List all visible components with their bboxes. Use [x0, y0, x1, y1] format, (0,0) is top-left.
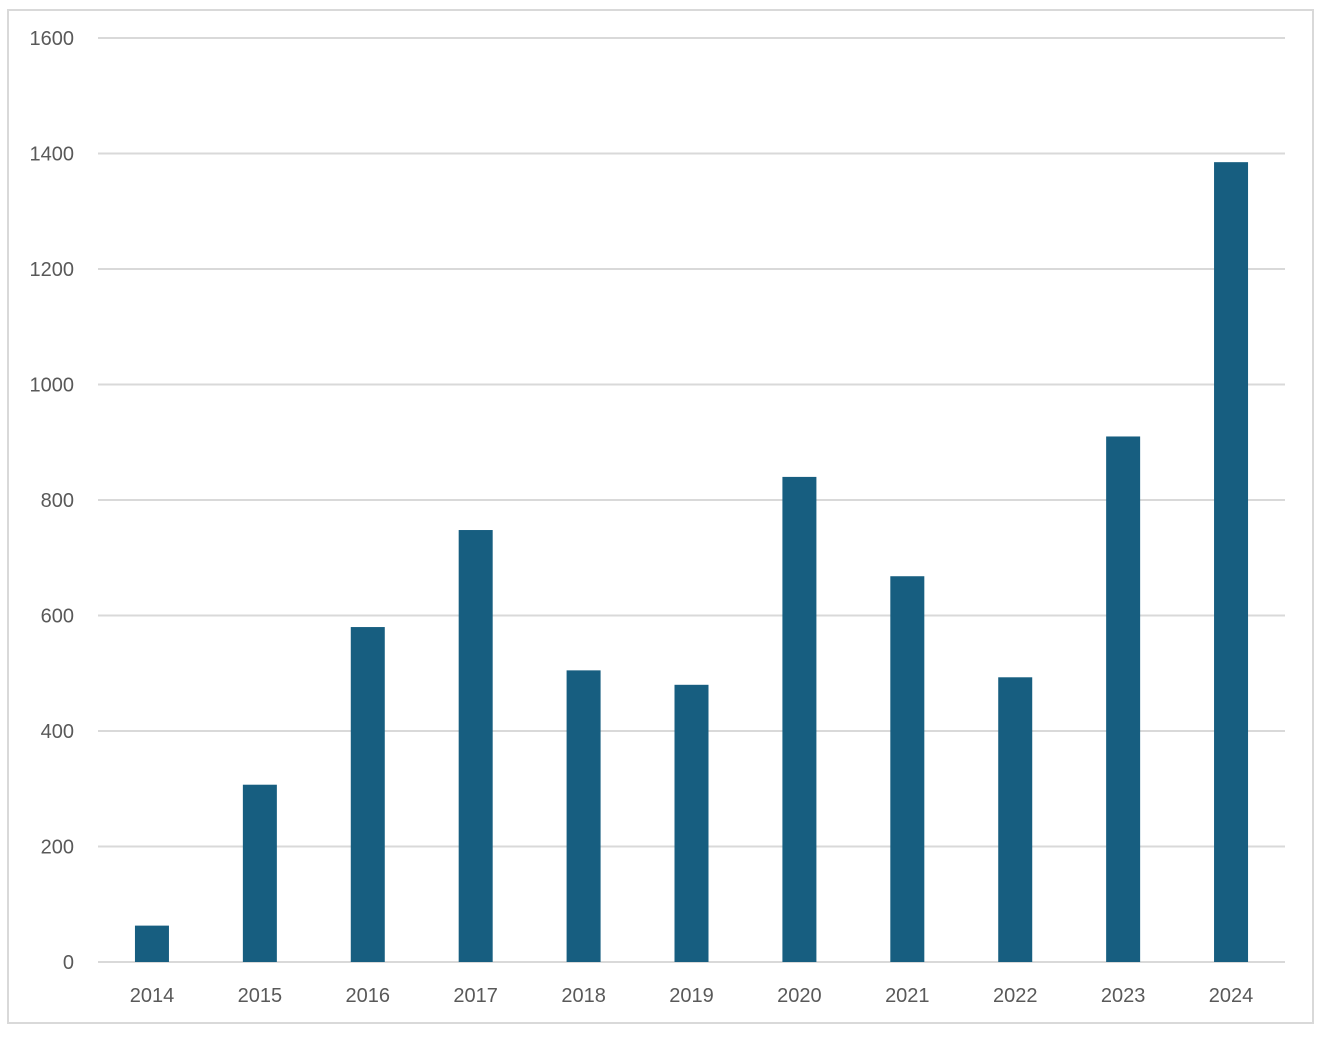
bar-2014 [134, 925, 169, 962]
x-axis-tick-labels: 2014 2015 2016 2017 2018 2019 2020 2021 2022 2023… [130, 985, 1254, 1007]
chart-frame [7, 9, 1314, 1024]
x-tick-label: 2017 [453, 985, 498, 1007]
y-tick-label: 800 [41, 490, 74, 512]
x-tick-label: 2016 [346, 985, 391, 1007]
y-tick-label: 1600 [30, 28, 75, 50]
x-tick-label: 2014 [130, 985, 175, 1007]
y-tick-label: 400 [41, 721, 74, 743]
y-tick-label: 1000 [30, 375, 75, 397]
bar-2023 [1106, 436, 1141, 963]
x-tick-label: 2015 [238, 985, 283, 1007]
x-tick-label: 2024 [1209, 985, 1254, 1007]
bar-2016 [350, 627, 385, 962]
gridlines [98, 37, 1285, 963]
bar-2021 [890, 576, 925, 962]
bar-2019 [674, 684, 709, 962]
bar-2015 [242, 784, 277, 962]
bar-2022 [998, 677, 1033, 962]
x-tick-label: 2019 [669, 985, 714, 1007]
bar-2024 [1214, 162, 1249, 963]
y-axis-tick-labels: 0 200 400 600 800 1000 1200 1400 1600 [30, 28, 75, 974]
x-tick-label: 2022 [993, 985, 1038, 1007]
y-tick-label: 200 [41, 837, 74, 859]
y-tick-label: 600 [41, 606, 74, 628]
bars [134, 162, 1249, 963]
x-tick-label: 2018 [561, 985, 606, 1007]
bar-2018 [566, 670, 601, 962]
x-tick-label: 2020 [777, 985, 822, 1007]
y-tick-label: 1400 [30, 144, 75, 166]
bar-2017 [458, 530, 493, 962]
y-tick-label: 1200 [30, 259, 75, 281]
x-tick-label: 2021 [885, 985, 930, 1007]
bar-2020 [782, 476, 817, 962]
y-tick-label: 0 [63, 952, 74, 974]
x-tick-label: 2023 [1101, 985, 1146, 1007]
